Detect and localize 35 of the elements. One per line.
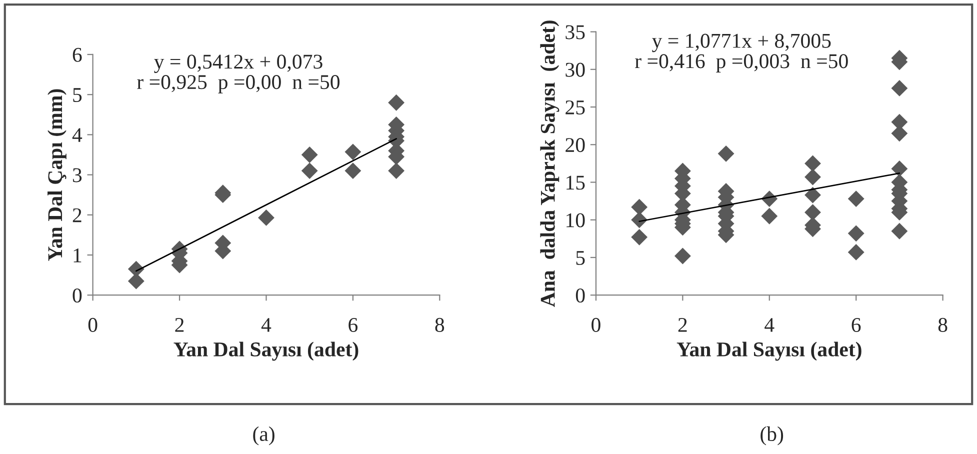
- annotation: r =0,416 p =0,003 n =50: [635, 54, 848, 72]
- y-tick-label: 2: [72, 208, 82, 222]
- annotation: y = 1,0771x + 8,7005: [652, 34, 831, 52]
- y-tick-label: 15: [566, 176, 585, 190]
- y-tick-label: 0: [576, 288, 585, 303]
- y-tick-label: 6: [72, 48, 82, 62]
- x-tick-label: 2: [678, 318, 687, 332]
- x-tick-label: 4: [261, 318, 272, 332]
- text: (b): [760, 426, 784, 446]
- x-tick-label: 8: [938, 318, 948, 332]
- y-axis-title: Yan Dal Çapı (mm): [48, 89, 66, 261]
- y-tick-label: 10: [566, 213, 585, 228]
- y-tick-label: 1: [74, 248, 82, 262]
- x-tick-label: 4: [764, 318, 774, 332]
- y-tick-label: 5: [576, 251, 585, 265]
- x-tick-label: 2: [175, 318, 184, 332]
- y-tick-label: 0: [72, 288, 82, 303]
- x-axis-title: Yan Dal Sayısı (adet): [676, 342, 862, 361]
- y-axis-title: Ana dalda Yaprak Sayısı (adet): [540, 20, 560, 307]
- x-tick-label: 0: [592, 318, 600, 332]
- x-axis-title: Yan Dal Sayısı (adet): [174, 342, 358, 361]
- x-tick-label: 6: [852, 318, 861, 332]
- text: (a): [253, 426, 274, 446]
- x-tick-label: 6: [348, 318, 358, 332]
- y-tick-label: 25: [566, 100, 585, 114]
- y-tick-label: 5: [73, 88, 82, 102]
- x-tick-label: 8: [435, 318, 444, 332]
- annotation: r =0,925 p =0,00 n =50: [137, 75, 340, 94]
- annotation: y = 0,5412x + 0,073: [154, 54, 322, 74]
- x-tick-label: 0: [88, 318, 98, 332]
- y-tick-label: 4: [72, 128, 82, 142]
- y-tick-label: 3: [72, 168, 82, 182]
- y-tick-label: 30: [566, 62, 585, 77]
- y-tick-label: 35: [566, 25, 585, 40]
- y-tick-label: 20: [566, 138, 585, 152]
